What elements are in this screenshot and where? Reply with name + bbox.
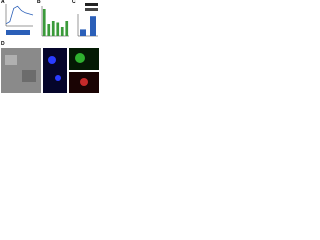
nucleus xyxy=(55,75,61,81)
bar xyxy=(60,27,64,36)
blot-band xyxy=(85,3,98,6)
signal xyxy=(80,78,88,86)
line xyxy=(5,5,34,25)
bar xyxy=(90,16,96,36)
panel-label: C xyxy=(72,0,76,5)
figure: A B C D xyxy=(1,0,99,93)
texture xyxy=(22,70,36,82)
panel-label: D xyxy=(1,41,5,47)
micrograph-blue xyxy=(43,48,67,93)
bar xyxy=(65,21,69,36)
bar xyxy=(56,22,60,36)
strip xyxy=(6,30,30,35)
panel-label: B xyxy=(37,0,41,5)
bar xyxy=(42,9,46,36)
blot-band xyxy=(85,8,98,11)
texture xyxy=(5,55,17,65)
signal xyxy=(75,53,85,63)
panel-label: A xyxy=(1,0,5,5)
bar xyxy=(80,29,86,36)
bar xyxy=(47,24,51,36)
bar xyxy=(51,21,55,36)
nucleus xyxy=(48,56,56,64)
